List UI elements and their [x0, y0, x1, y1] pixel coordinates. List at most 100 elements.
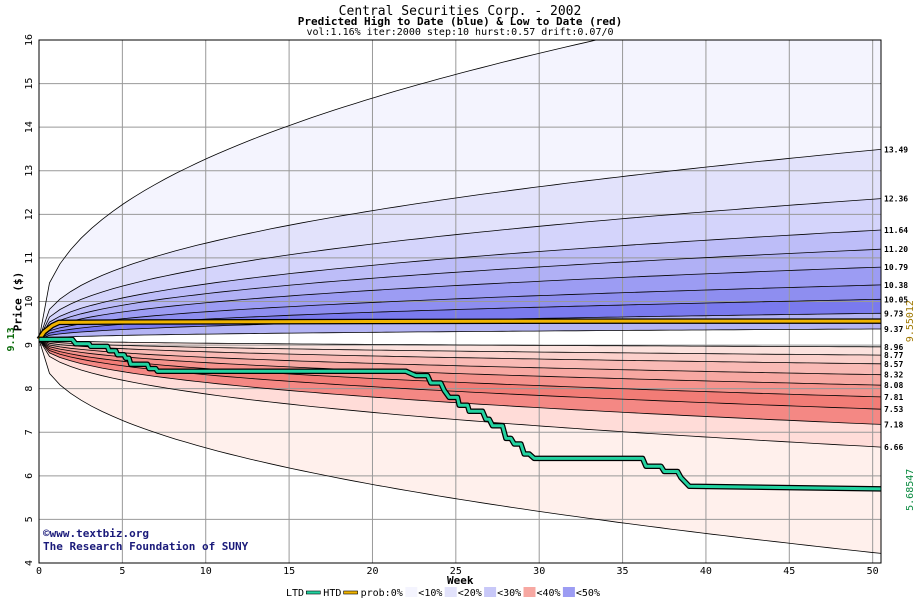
y-axis-label: Price ($) — [11, 271, 25, 332]
legend-swatch-0 — [305, 590, 321, 595]
x-tick-label-3: 15 — [283, 566, 295, 577]
boundary-lines-group — [39, 40, 881, 554]
chart-title: Central Securities Corp. - 2002 — [338, 4, 582, 19]
lower-end-label-4: 8.08 — [884, 381, 903, 390]
y-tick-label-5: 9 — [24, 342, 35, 348]
y-tick-label-12: 16 — [24, 34, 35, 46]
x-tick-label-8: 40 — [700, 566, 712, 577]
lower-end-label-5: 7.81 — [884, 393, 903, 402]
y-tick-label-4: 8 — [24, 386, 35, 392]
lower-boundary-5 — [39, 339, 881, 386]
upper-end-label-5: 10.38 — [884, 281, 908, 290]
ltd-end-label: 5.68547 — [905, 469, 916, 511]
y-tick-label-0: 4 — [24, 560, 35, 566]
upper-end-label-7: 9.73 — [884, 309, 903, 318]
upper-boundary-5 — [39, 266, 881, 340]
y-tick-label-9: 13 — [24, 165, 35, 177]
upper-band-5 — [39, 267, 881, 340]
upper-end-label-1: 12.36 — [884, 195, 908, 204]
lower-end-label-3: 8.32 — [884, 371, 903, 380]
legend-label-0: LTD — [286, 588, 304, 599]
lower-boundary-9 — [39, 339, 881, 448]
lower-boundary-0 — [39, 339, 881, 554]
legend-label-4: <20% — [458, 588, 482, 599]
y-tick-label-8: 12 — [24, 208, 35, 220]
upper-end-label-0: 13.49 — [884, 145, 908, 154]
lower-end-label-2: 8.57 — [884, 360, 903, 369]
upper-boundary-4 — [39, 248, 881, 340]
upper-boundary-2 — [39, 198, 881, 340]
x-tick-label-7: 35 — [617, 566, 629, 577]
upper-band-4 — [39, 249, 881, 340]
upper-band-1 — [39, 149, 881, 340]
credit-website: ©www.textbiz.org — [43, 527, 149, 540]
legend-label-7: <50% — [576, 588, 600, 599]
upper-boundary-0 — [39, 40, 599, 340]
upper-band-3 — [39, 230, 881, 340]
lower-end-label-1: 8.77 — [884, 351, 903, 360]
upper-boundary-3 — [39, 229, 881, 340]
lower-band-1 — [39, 339, 881, 356]
legend-label-6: <40% — [537, 588, 561, 599]
lower-boundary-2 — [39, 339, 881, 356]
lower-end-label-8: 6.66 — [884, 443, 903, 452]
x-tick-label-2: 10 — [200, 566, 212, 577]
x-tick-label-6: 30 — [533, 566, 545, 577]
legend-swatch-4 — [484, 587, 497, 597]
lower-end-label-6: 7.53 — [884, 405, 903, 414]
credit-foundation: The Research Foundation of SUNY — [43, 540, 249, 553]
upper-end-label-4: 10.79 — [884, 263, 908, 272]
chart-subtitle: Predicted High to Date (blue) & Low to D… — [297, 15, 623, 28]
upper-boundary-9 — [39, 328, 881, 340]
chart-params: vol:1.16% iter:2000 step:10 hurst:0.57 d… — [306, 27, 614, 38]
lower-end-label-7: 7.18 — [884, 420, 903, 429]
lower-band-6 — [39, 339, 881, 410]
y-tick-label-2: 6 — [24, 473, 35, 479]
x-tick-label-0: 0 — [36, 566, 42, 577]
lower-boundary-1 — [39, 339, 881, 348]
y-tick-label-6: 10 — [24, 295, 35, 307]
y-tick-label-7: 11 — [24, 252, 35, 264]
htd-end-label: 9.55012 — [905, 300, 916, 342]
upper-band-2 — [39, 198, 881, 340]
ltd-series-line — [39, 337, 882, 491]
legend-label-2: prob:0% — [361, 588, 403, 599]
lower-band-3 — [39, 339, 881, 375]
bands-group — [39, 40, 881, 554]
upper-band-6 — [39, 284, 881, 340]
legend-swatch-1 — [343, 590, 358, 595]
upper-end-label-8: 9.37 — [884, 325, 903, 334]
legend-label-5: <30% — [497, 588, 521, 599]
legend-swatch-2 — [405, 587, 418, 597]
upper-end-label-2: 11.64 — [884, 226, 908, 235]
y-tick-label-10: 14 — [24, 121, 35, 133]
lower-end-label-0: 8.96 — [884, 343, 903, 352]
legend-label-1: HTD — [323, 588, 341, 599]
x-axis-label: Week — [447, 574, 474, 587]
x-tick-label-10: 50 — [867, 566, 879, 577]
upper-boundary-6 — [39, 284, 881, 340]
upper-end-label-3: 11.20 — [884, 245, 908, 254]
legend-swatch-6 — [562, 587, 575, 597]
upper-band-0 — [39, 40, 881, 340]
lower-band-4 — [39, 339, 881, 386]
x-tick-label-5: 25 — [450, 566, 462, 577]
lower-band-2 — [39, 339, 881, 364]
lower-boundary-4 — [39, 339, 881, 376]
lower-band-8 — [39, 339, 881, 448]
y-tick-label-11: 15 — [24, 78, 35, 90]
legend-swatch-5 — [523, 587, 536, 597]
plot-border — [38, 39, 882, 564]
x-tick-label-1: 5 — [119, 566, 125, 577]
start-price-label: 9.13 — [6, 327, 17, 351]
x-tick-label-4: 20 — [366, 566, 378, 577]
y-tick-label-1: 5 — [24, 516, 35, 522]
legend-swatch-3 — [444, 587, 457, 597]
legend-label-3: <10% — [418, 588, 442, 599]
upper-boundary-1 — [39, 149, 881, 340]
lower-band-5 — [39, 339, 881, 397]
upper-end-label-6: 10.05 — [884, 295, 908, 304]
lower-band-7 — [39, 339, 881, 425]
